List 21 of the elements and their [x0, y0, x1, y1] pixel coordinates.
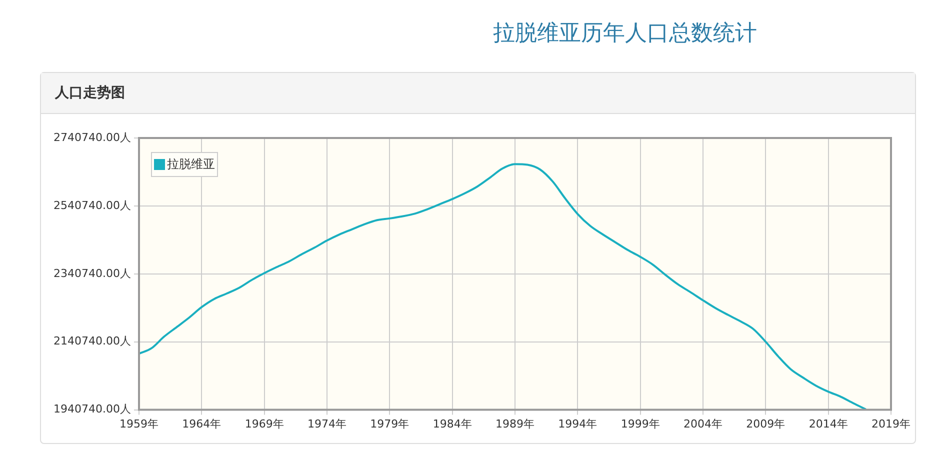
x-tick-label: 1999年	[620, 417, 660, 430]
chart-title: 拉脱维亚历年人口总数统计	[492, 20, 758, 48]
y-tick-label: 2140740.00人	[54, 334, 131, 348]
x-tick-label: 1979年	[370, 417, 410, 430]
chart-subtitle: 人口走势图	[41, 73, 915, 114]
x-tick-label: 1989年	[496, 417, 534, 430]
x-tick-label: 1994年	[558, 417, 598, 430]
x-tick-label: 1959年	[120, 417, 158, 430]
x-tick-label: 2019年	[872, 417, 910, 430]
x-tick-label: 2009年	[746, 417, 786, 430]
x-tick-label: 1969年	[244, 417, 284, 430]
legend-label: 拉脱维亚	[167, 156, 215, 173]
y-tick-label: 1940740.00人	[54, 402, 131, 416]
y-tick-label: 2540740.00人	[54, 198, 131, 212]
y-tick-label: 2740740.00人	[54, 130, 131, 144]
x-tick-label: 1974年	[308, 417, 346, 430]
x-tick-label: 2004年	[684, 417, 722, 430]
x-tick-label: 1984年	[432, 417, 472, 430]
y-tick-label: 2340740.00人	[54, 266, 131, 280]
x-tick-label: 1964年	[182, 417, 222, 430]
x-tick-label: 2014年	[808, 417, 848, 430]
